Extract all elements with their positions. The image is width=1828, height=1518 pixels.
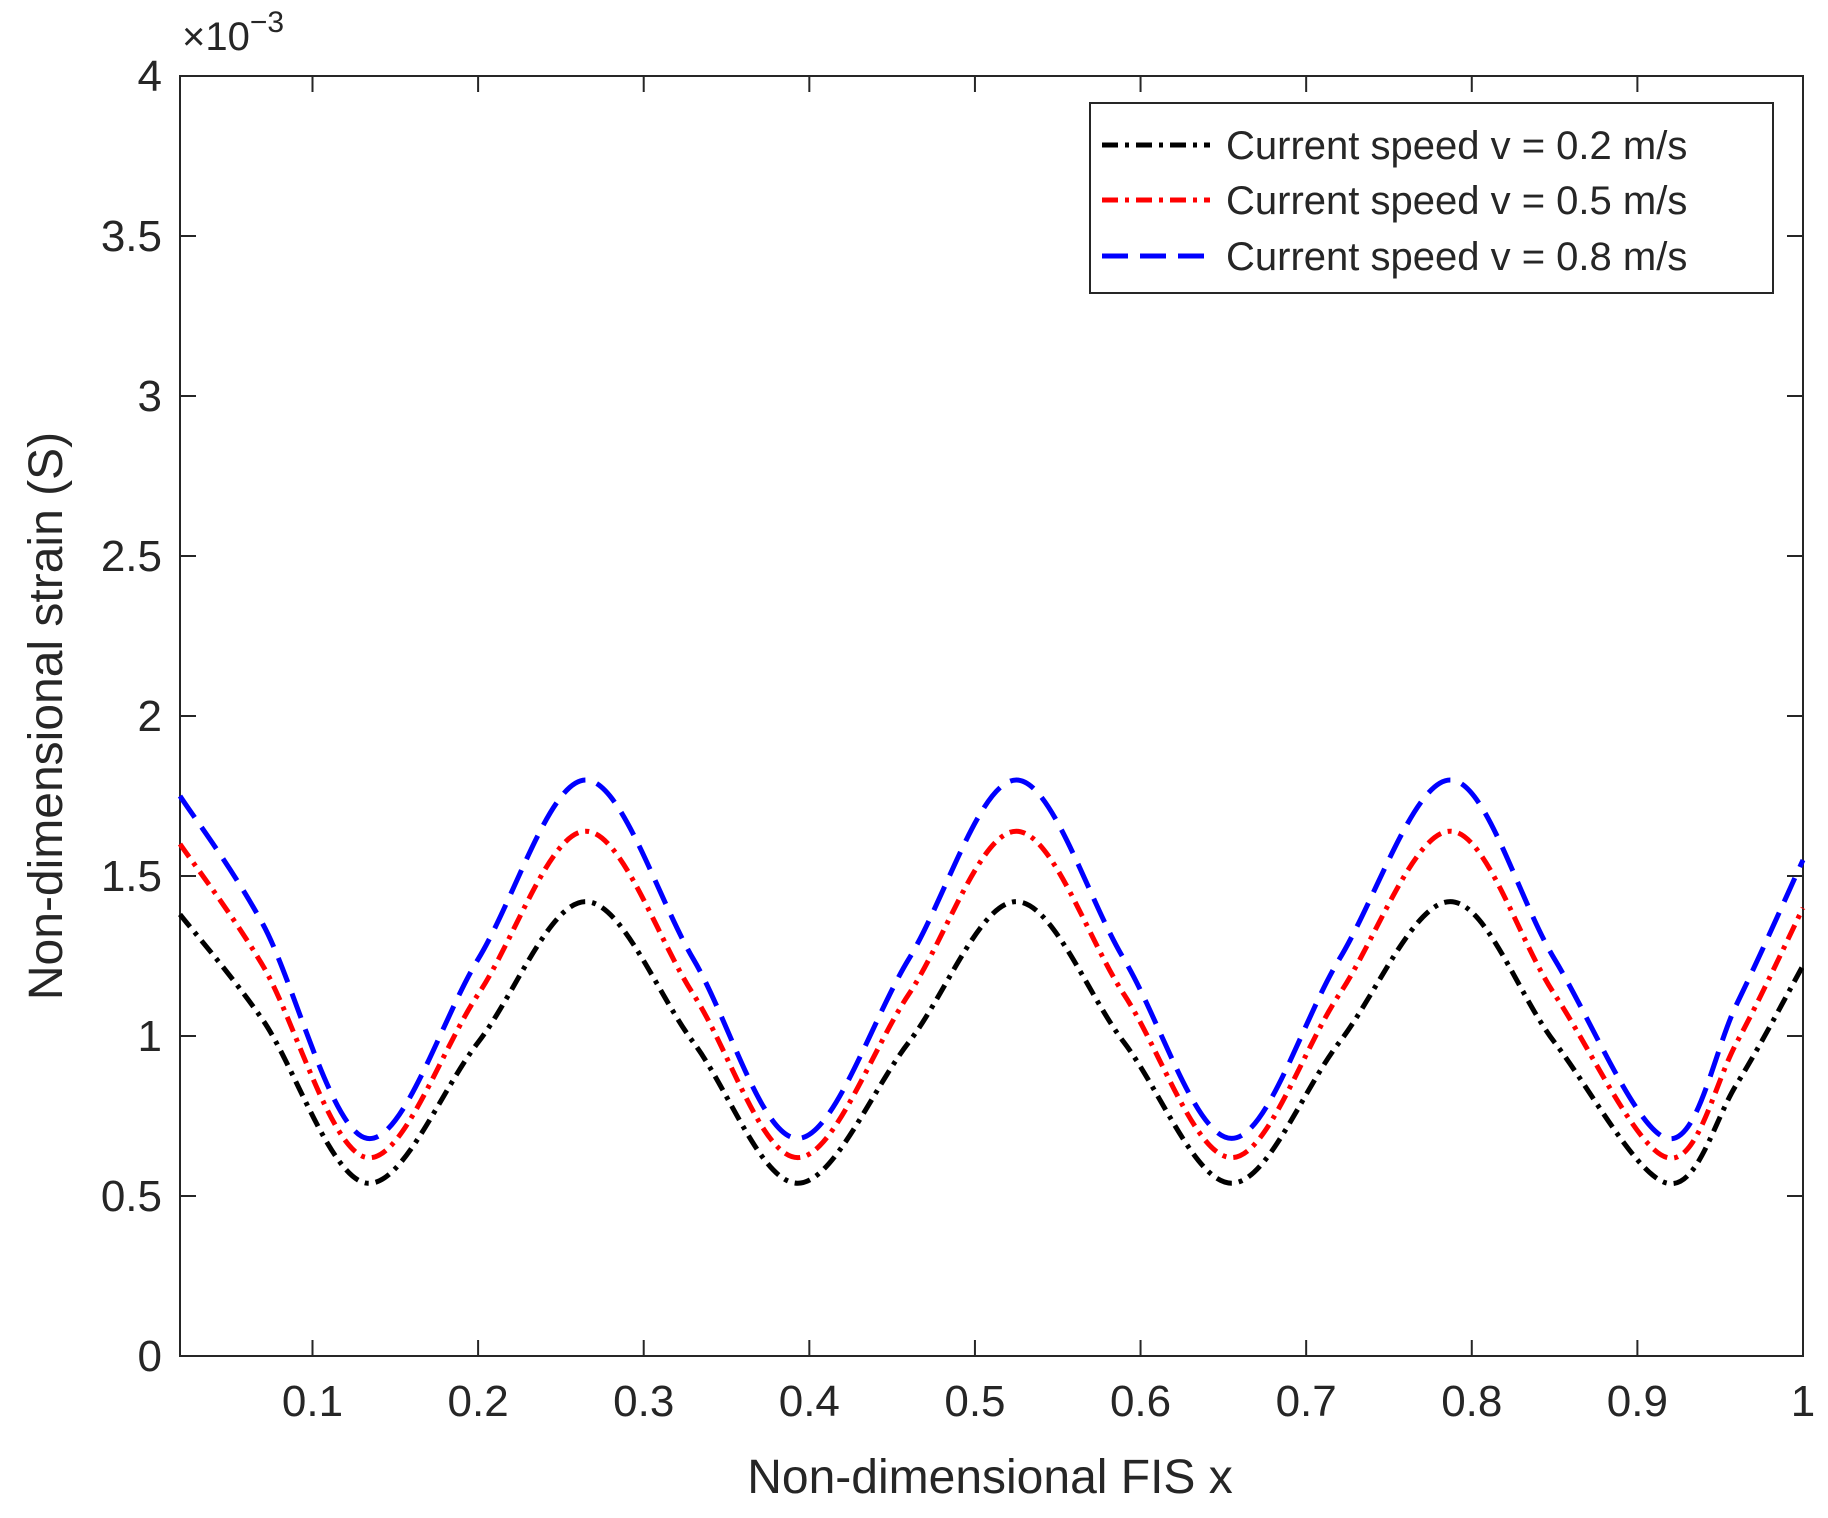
series-line-0 [178,899,1806,1186]
x-tick-label: 0.4 [779,1377,840,1426]
y-tick-label: 2.5 [101,532,162,581]
x-tick-label: 1 [1791,1377,1815,1426]
y-tick-label: 2 [138,692,162,741]
x-tick-label: 0.7 [1276,1377,1337,1426]
legend-label-2: Current speed v = 0.8 m/s [1226,235,1687,279]
y-tick-label: 1 [138,1012,162,1061]
y-exponent-base: ×10 [182,15,250,59]
legend-label-0: Current speed v = 0.2 m/s [1226,124,1687,168]
y-tick-label: 4 [138,52,162,101]
x-tick-label: 0.1 [282,1377,343,1426]
y-exponent-power: −3 [250,6,284,39]
x-tick-label: 0.8 [1441,1377,1502,1426]
series-layer [177,777,1806,1186]
y-exponent-label: ×10−3 [182,6,284,59]
x-tick-label: 0.6 [1110,1377,1171,1426]
x-axis-label: Non-dimensional FIS x [747,1451,1233,1504]
axes-layer: 0.1 0.2 0.3 0.4 0.5 0.6 0.7 0.8 0.9 1 0 0.5 1 1.5 2 2.5… [101,52,1815,1426]
y-tick-label: 0.5 [101,1172,162,1221]
series-line-2 [177,777,1806,1141]
legend-label-1: Current speed v = 0.5 m/s [1226,179,1687,223]
x-tick-label: 0.3 [613,1377,674,1426]
y-tick-label: 0 [138,1332,162,1381]
y-tick-label: 1.5 [101,852,162,901]
series-line-1 [177,828,1806,1161]
legend: Current speed v = 0.2 m/s Current speed … [1089,102,1774,294]
y-axis-label: Non-dimensional strain (S) [20,432,73,1000]
y-tick-label: 3 [138,372,162,421]
legend-box [1089,102,1774,294]
x-tick-label: 0.2 [448,1377,509,1426]
x-tick-label: 0.5 [944,1377,1005,1426]
x-tick-label: 0.9 [1607,1377,1668,1426]
y-tick-label: 3.5 [101,212,162,261]
